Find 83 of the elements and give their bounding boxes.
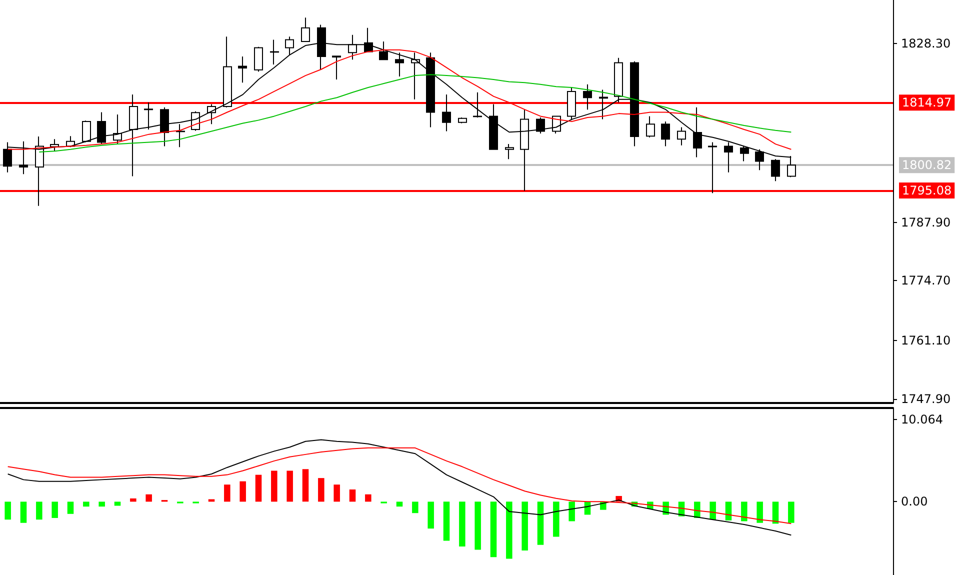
bar [224,484,230,502]
line-series [38,74,792,152]
bar [788,502,794,523]
candlestick [270,39,279,66]
bar [365,494,372,502]
bar [537,502,544,545]
bar [302,469,309,502]
bar [428,502,434,529]
candlestick [238,56,247,84]
y-tick-label: 0.00 [901,494,928,509]
bar [36,502,42,520]
line-series [7,439,792,536]
candlestick [160,106,169,147]
candlestick [661,121,670,147]
bar [286,470,293,502]
ref-line-label: 1814.97 [902,96,952,110]
candlestick [50,138,59,152]
candlestick [144,102,153,130]
bar [98,502,105,507]
candlestick [677,126,686,146]
bar [114,502,121,506]
bar [146,494,152,502]
candlestick [646,116,655,138]
y-tick-label: 1747.90 [901,392,951,406]
bar [349,489,356,502]
candlestick [332,55,341,80]
y-tick-label: 1787.90 [901,215,951,230]
bar [506,502,512,559]
candlestick [630,60,639,147]
bar [459,502,466,546]
ref-line-label: 1800.82 [902,158,952,172]
bar [208,499,215,502]
bar [412,502,418,514]
bar [522,502,528,551]
bar [710,502,716,520]
candlestick [426,52,435,128]
bar [255,474,262,502]
candlestick [614,57,623,104]
bar [725,502,732,520]
candlestick [395,52,404,77]
bar [490,502,497,558]
bar [741,502,748,522]
bar [4,502,11,520]
y-tick-label: 10.064 [901,412,943,427]
candlestick [97,112,106,145]
bar [756,502,763,523]
candlestick [771,158,780,182]
candlestick [176,124,185,148]
bar [240,481,246,502]
candlestick [505,144,514,160]
candlestick [301,17,310,42]
ref-line-label: 1795.08 [902,184,952,198]
bar [318,478,324,502]
bar [83,502,90,507]
candlestick [536,117,545,134]
bar [553,502,560,537]
candlestick [489,104,498,150]
candlestick [113,114,122,145]
bar [334,484,340,502]
y-tick-label: 1828.30 [901,36,951,51]
bar [396,502,403,507]
y-tick-label: 1761.10 [901,334,951,348]
bar [443,502,450,541]
candlestick [583,84,592,110]
candlestick [473,92,482,118]
bar [130,498,136,502]
candlestick [708,142,717,194]
bar [271,470,278,502]
candlestick [599,89,608,120]
bar [52,502,58,518]
candlestick [567,86,576,121]
bar [568,502,575,522]
y-tick-label: 1774.70 [901,274,951,288]
candlestick [458,117,467,124]
bar [20,502,27,523]
candlestick [411,52,420,100]
candlestick [82,120,91,143]
bar [772,502,779,524]
line-series [7,447,792,524]
candlestick [254,46,263,72]
bar [474,502,481,550]
candlestick [442,94,451,132]
bar [67,502,74,514]
